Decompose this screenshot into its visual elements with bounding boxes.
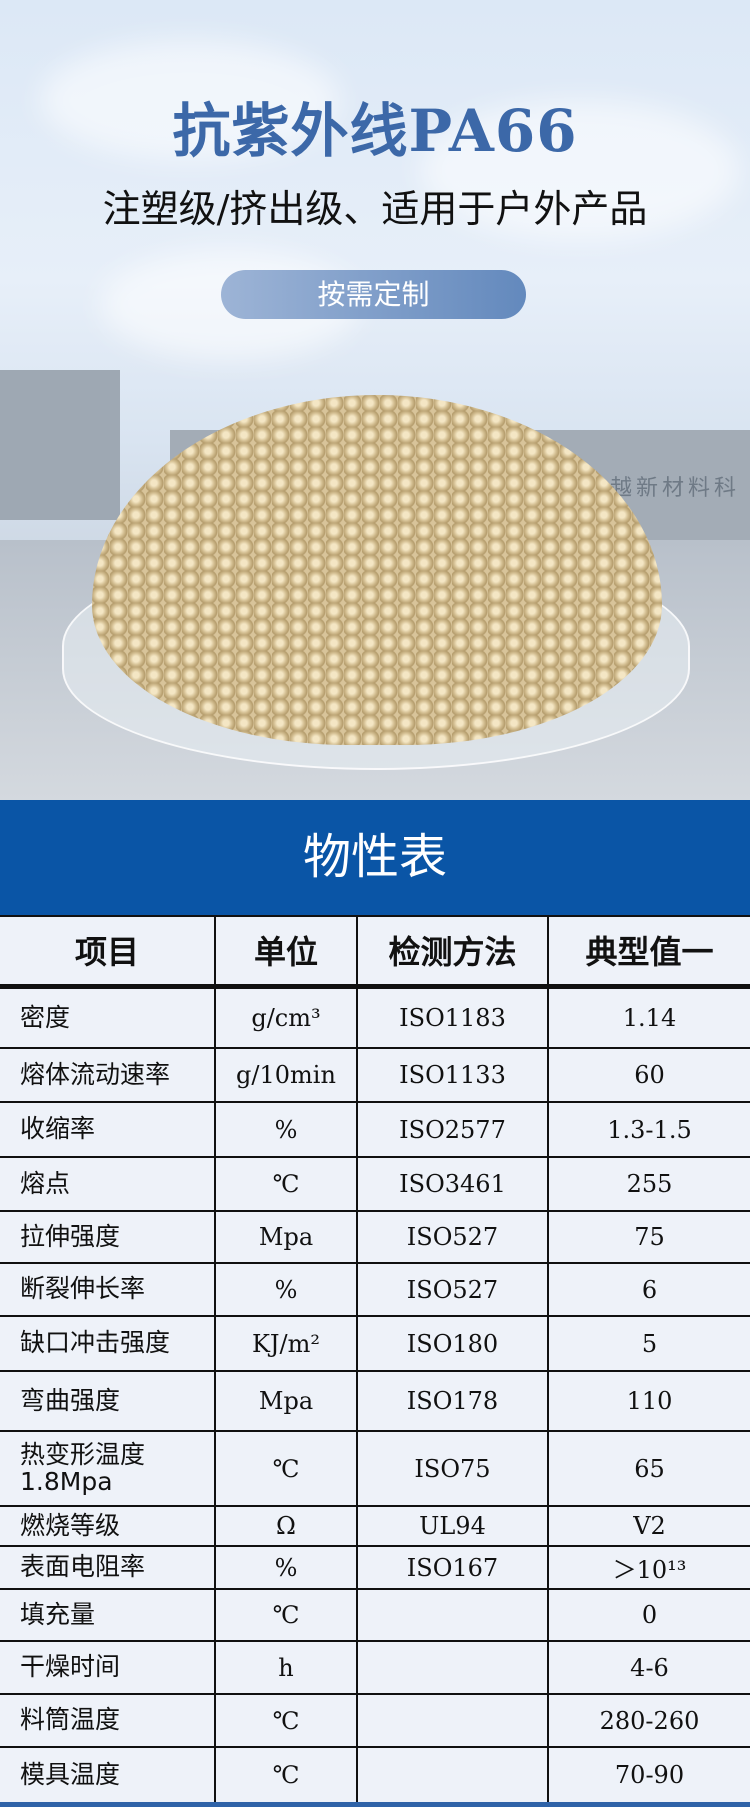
table-row: 断裂伸长率% ISO527 6: [0, 1262, 750, 1317]
building: [0, 370, 120, 520]
column-header: 项目: [0, 915, 216, 989]
typical-value: ＞10¹³: [547, 1545, 750, 1590]
table-row: 收缩率% ISO2577 1.3-1.5: [0, 1101, 750, 1158]
unit: Mpa: [214, 1370, 358, 1432]
unit: %: [214, 1101, 358, 1158]
test-method: ISO1133: [356, 1047, 549, 1103]
property-name: 填充量: [0, 1588, 216, 1642]
typical-value: 75: [547, 1210, 750, 1264]
table-row: 热变形温度 1.8Mpa ℃ ISO75 65: [0, 1430, 750, 1507]
page-title: 抗紫外线PA66: [172, 97, 578, 165]
column-header: 单位: [214, 915, 358, 989]
product-image-pellets: [62, 395, 690, 775]
unit: Ω: [214, 1505, 358, 1547]
typical-value: 65: [547, 1430, 750, 1507]
customize-button[interactable]: 按需定制: [221, 270, 526, 319]
table-row: 密度 g/cm³ ISO1183 1.14: [0, 985, 750, 1049]
unit: Mpa: [214, 1210, 358, 1264]
table-row: 拉伸强度 Mpa ISO527 75: [0, 1210, 750, 1264]
test-method: ISO167: [356, 1545, 549, 1590]
test-method: ISO527: [356, 1262, 549, 1317]
properties-table: 项目 单位 检测方法 典型值一 密度 g/cm³ ISO1183 1.14 熔体流动速率 g/1…: [0, 915, 750, 1804]
test-method: UL94: [356, 1505, 549, 1547]
test-method: ISO178: [356, 1370, 549, 1432]
column-header: 典型值一: [547, 915, 750, 989]
typical-value: 1.3-1.5: [547, 1101, 750, 1158]
unit: ℃: [214, 1430, 358, 1507]
property-name: 表面电阻率: [0, 1545, 216, 1590]
typical-value: 5: [547, 1315, 750, 1372]
property-name: 燃烧等级: [0, 1505, 216, 1547]
test-method: ISO2577: [356, 1101, 549, 1158]
typical-value: 1.14: [547, 985, 750, 1049]
property-name: 料筒温度: [0, 1693, 216, 1748]
cloud: [420, 100, 740, 240]
unit: ℃: [214, 1156, 358, 1212]
unit: KJ/m²: [214, 1315, 358, 1372]
test-method: ISO527: [356, 1210, 549, 1264]
property-name: 拉伸强度: [0, 1210, 216, 1264]
table-row: 熔点 ℃ ISO3461 255: [0, 1156, 750, 1212]
typical-value: V2: [547, 1505, 750, 1547]
table-row: 填充量 ℃ 0: [0, 1588, 750, 1642]
table-row: 料筒温度 ℃ 280-260: [0, 1693, 750, 1748]
column-header: 检测方法: [356, 915, 549, 989]
unit: %: [214, 1262, 358, 1317]
property-name: 弯曲强度: [0, 1370, 216, 1432]
hero-banner: 越新材料科 抗紫外线PA66 注塑级/挤出级、适用于户外产品 按需定制: [0, 0, 750, 800]
test-method: ISO75: [356, 1430, 549, 1507]
test-method: [356, 1640, 549, 1695]
unit: ℃: [214, 1588, 358, 1642]
typical-value: 70-90: [547, 1746, 750, 1804]
property-name: 密度: [0, 985, 216, 1049]
unit: g/10min: [214, 1047, 358, 1103]
unit: ℃: [214, 1746, 358, 1804]
typical-value: 280-260: [547, 1693, 750, 1748]
property-name: 热变形温度 1.8Mpa: [0, 1430, 216, 1507]
unit: h: [214, 1640, 358, 1695]
typical-value: 4-6: [547, 1640, 750, 1695]
test-method: ISO3461: [356, 1156, 549, 1212]
table-row: 缺口冲击强度 KJ/m² ISO180 5: [0, 1315, 750, 1372]
property-name: 收缩率: [0, 1101, 216, 1158]
section-title: 物性表: [0, 800, 750, 915]
test-method: ISO1183: [356, 985, 549, 1049]
table-row: 干燥时间 h 4-6: [0, 1640, 750, 1695]
unit: g/cm³: [214, 985, 358, 1049]
test-method: [356, 1746, 549, 1804]
property-name: 缺口冲击强度: [0, 1315, 216, 1372]
table-header: 项目 单位 检测方法 典型值一: [0, 915, 750, 989]
typical-value: 110: [547, 1370, 750, 1432]
table-row: 模具温度 ℃ 70-90: [0, 1746, 750, 1804]
unit: %: [214, 1545, 358, 1590]
property-name: 干燥时间: [0, 1640, 216, 1695]
test-method: ISO180: [356, 1315, 549, 1372]
typical-value: 0: [547, 1588, 750, 1642]
pellet-pile: [92, 395, 662, 745]
page-subtitle: 注塑级/挤出级、适用于户外产品: [102, 187, 648, 231]
unit: ℃: [214, 1693, 358, 1748]
property-name: 熔点: [0, 1156, 216, 1212]
table-row: 熔体流动速率 g/10min ISO1133 60: [0, 1047, 750, 1103]
typical-value: 60: [547, 1047, 750, 1103]
footer-bar: [0, 1802, 750, 1807]
property-name: 断裂伸长率: [0, 1262, 216, 1317]
property-name: 熔体流动速率: [0, 1047, 216, 1103]
cloud: [40, 40, 340, 160]
building-sign: 越新材料科: [609, 476, 740, 501]
test-method: [356, 1693, 549, 1748]
test-method: [356, 1588, 549, 1642]
property-name: 模具温度: [0, 1746, 216, 1804]
table-row: 燃烧等级 Ω UL94 V2: [0, 1505, 750, 1547]
typical-value: 6: [547, 1262, 750, 1317]
typical-value: 255: [547, 1156, 750, 1212]
table-row: 表面电阻率% ISO167 ＞10¹³: [0, 1545, 750, 1590]
table-row: 弯曲强度 Mpa ISO178 110: [0, 1370, 750, 1432]
